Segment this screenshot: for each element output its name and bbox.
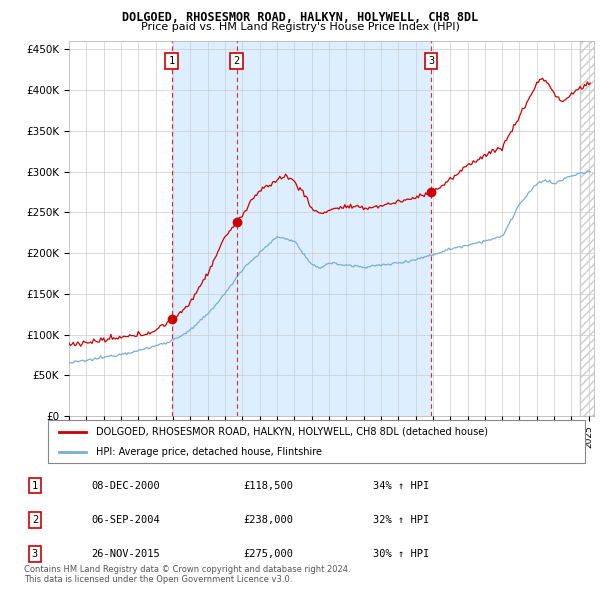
Text: 2: 2 <box>233 56 240 66</box>
Text: 32% ↑ HPI: 32% ↑ HPI <box>373 514 430 525</box>
Text: £118,500: £118,500 <box>244 481 293 490</box>
Text: 08-DEC-2000: 08-DEC-2000 <box>91 481 160 490</box>
Text: 3: 3 <box>428 56 434 66</box>
FancyBboxPatch shape <box>48 420 585 463</box>
Text: DOLGOED, RHOSESMOR ROAD, HALKYN, HOLYWELL, CH8 8DL: DOLGOED, RHOSESMOR ROAD, HALKYN, HOLYWEL… <box>122 11 478 24</box>
Bar <box>172 41 237 416</box>
Text: 26-NOV-2015: 26-NOV-2015 <box>91 549 160 559</box>
Text: 3: 3 <box>32 549 38 559</box>
Text: 34% ↑ HPI: 34% ↑ HPI <box>373 481 430 490</box>
Bar <box>237 41 431 416</box>
Text: 1: 1 <box>32 481 38 490</box>
Text: Price paid vs. HM Land Registry's House Price Index (HPI): Price paid vs. HM Land Registry's House … <box>140 22 460 32</box>
Text: DOLGOED, RHOSESMOR ROAD, HALKYN, HOLYWELL, CH8 8DL (detached house): DOLGOED, RHOSESMOR ROAD, HALKYN, HOLYWEL… <box>97 427 488 437</box>
Text: HPI: Average price, detached house, Flintshire: HPI: Average price, detached house, Flin… <box>97 447 322 457</box>
Text: 06-SEP-2004: 06-SEP-2004 <box>91 514 160 525</box>
Text: 1: 1 <box>169 56 175 66</box>
Text: 2: 2 <box>32 514 38 525</box>
Text: £238,000: £238,000 <box>244 514 293 525</box>
Text: £275,000: £275,000 <box>244 549 293 559</box>
Text: Contains HM Land Registry data © Crown copyright and database right 2024.
This d: Contains HM Land Registry data © Crown c… <box>24 565 350 584</box>
Text: 30% ↑ HPI: 30% ↑ HPI <box>373 549 430 559</box>
